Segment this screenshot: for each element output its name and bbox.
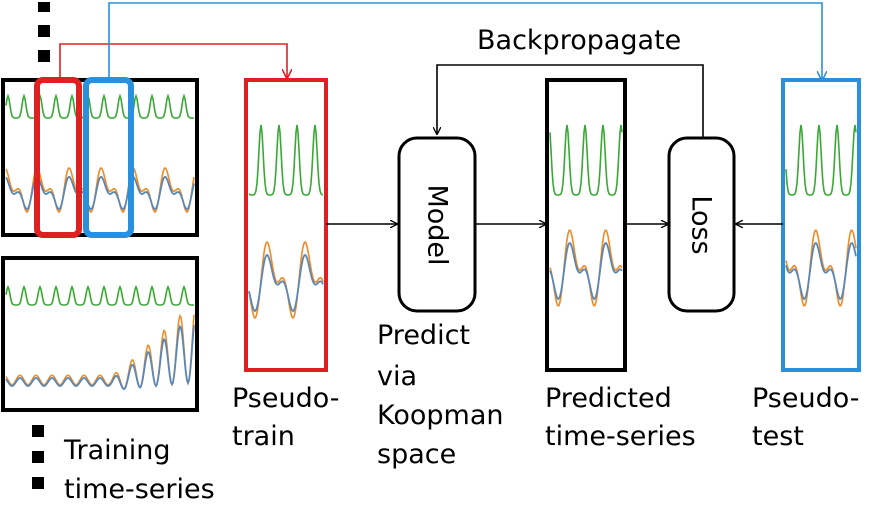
loss-box [667, 136, 736, 313]
pseudo-test-connector [108, 2, 822, 80]
pseudo-train-series [248, 124, 324, 320]
steel-series-line [5, 324, 195, 391]
training-series-top-frame [1, 78, 199, 237]
pseudo-train-window [34, 77, 82, 238]
pseudo-train-connector [59, 43, 287, 80]
pseudo-test-series [785, 124, 857, 307]
ellipsis-bottom [32, 425, 44, 489]
predicted-box [545, 78, 627, 372]
steel-series-line [248, 253, 324, 313]
model-box [397, 136, 477, 313]
training-series-bottom [5, 284, 195, 391]
backpropagate-arrow [437, 64, 704, 138]
steel-series-line [785, 241, 857, 301]
green-series-line [785, 124, 857, 196]
green-series-line [549, 124, 623, 196]
predicted-series [549, 124, 623, 307]
orange-series-line [5, 313, 195, 390]
ellipsis-top [38, 2, 50, 62]
pseudo-train-box [244, 78, 328, 372]
green-series-line [5, 284, 195, 306]
training-series-bottom-frame [1, 256, 199, 412]
pseudo-test-box [781, 78, 861, 372]
green-series-line [248, 124, 324, 196]
steel-series-line [549, 241, 623, 301]
